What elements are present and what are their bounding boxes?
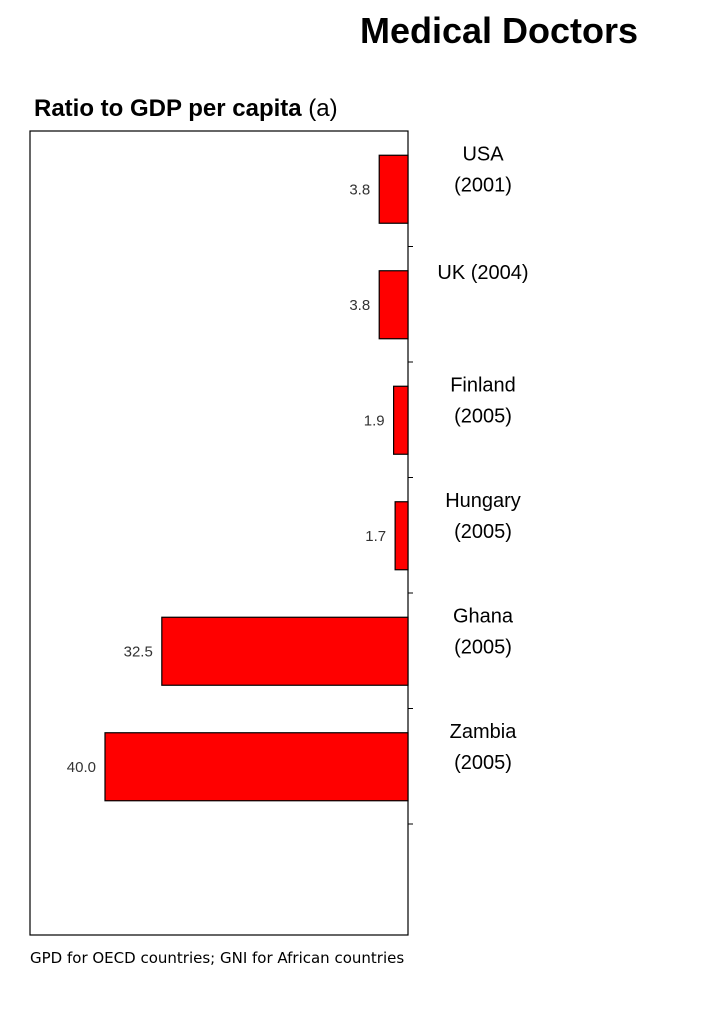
value-labels-group: 3.8 3.8 1.9 1.7 32.5 40.0 — [67, 181, 386, 776]
category-label: (2005) — [454, 752, 512, 774]
value-label: 1.9 — [364, 412, 385, 429]
bar — [161, 616, 409, 686]
category-label: (2005) — [454, 636, 512, 658]
category-label: UK (2004) — [437, 262, 528, 284]
value-label: 3.8 — [349, 297, 370, 314]
bar — [104, 732, 409, 802]
chart-footnote: GPD for OECD countries; GNI for African … — [30, 949, 405, 967]
chart-title: Ratio to GDP per capita (a) — [34, 95, 338, 123]
category-label: (2005) — [454, 521, 512, 543]
chart-title-main: Ratio to GDP per capita — [34, 95, 302, 122]
plot-frame — [29, 130, 409, 936]
page-title: Medical Doctors — [360, 10, 639, 51]
value-label: 32.5 — [124, 643, 153, 660]
category-label: Hungary — [445, 490, 521, 512]
bar — [394, 501, 409, 571]
value-label: 1.7 — [365, 528, 386, 545]
category-label: Zambia — [450, 721, 518, 743]
value-label: 40.0 — [67, 759, 96, 776]
value-label: 3.8 — [349, 181, 370, 198]
bar — [393, 385, 409, 455]
category-label: Finland — [450, 374, 516, 396]
category-label: (2005) — [454, 405, 512, 427]
category-labels-group: USA (2001) UK (2004) Finland (2005) Hungary (2… — [437, 143, 528, 774]
bar — [378, 270, 409, 340]
category-label: (2001) — [454, 174, 512, 196]
category-label: USA — [462, 143, 504, 165]
axis-ticks — [408, 246, 413, 825]
chart-title-note: (a) — [308, 95, 338, 122]
category-label: Ghana — [453, 605, 514, 627]
bar — [378, 154, 409, 224]
bars-group — [104, 154, 409, 802]
